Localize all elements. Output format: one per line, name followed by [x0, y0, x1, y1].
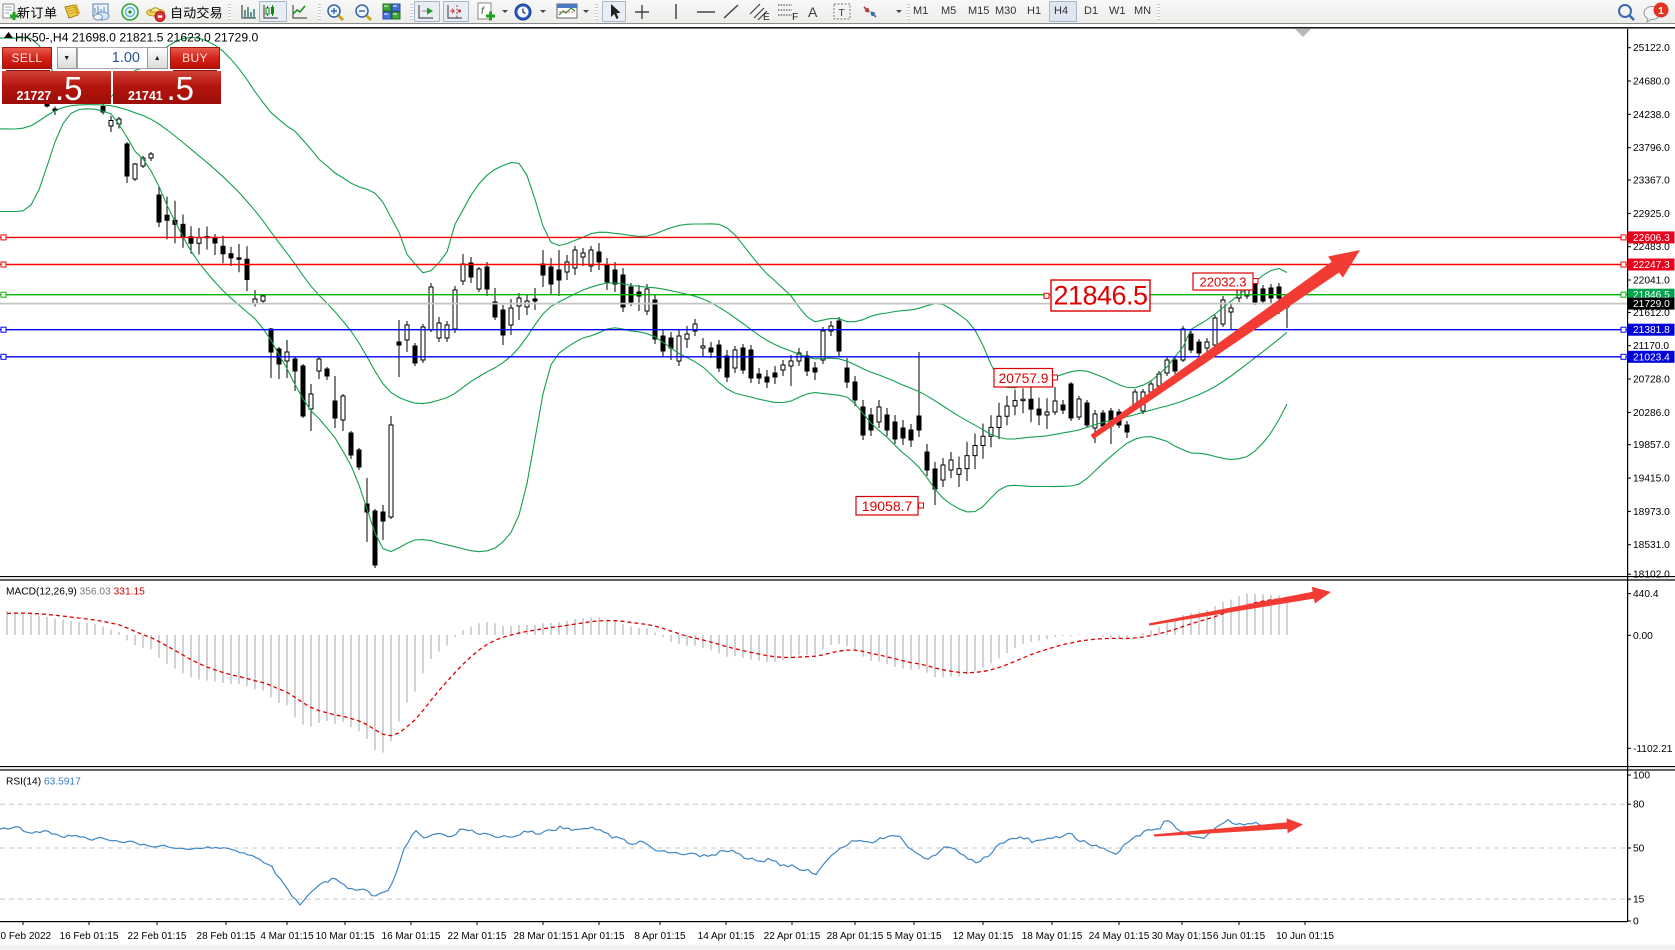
- svg-text:50: 50: [1633, 844, 1645, 855]
- svg-text:RSI(14) 63.5917: RSI(14) 63.5917: [6, 777, 81, 788]
- svg-text:22 Mar 01:15: 22 Mar 01:15: [448, 931, 507, 942]
- svg-text:24238.0: 24238.0: [1633, 110, 1670, 121]
- svg-text:10 Jun 01:15: 10 Jun 01:15: [1276, 931, 1334, 942]
- svg-text:22 Feb 01:15: 22 Feb 01:15: [128, 931, 187, 942]
- svg-text:22 Apr 01:15: 22 Apr 01:15: [764, 931, 821, 942]
- svg-text:4 Mar 01:15: 4 Mar 01:15: [260, 931, 314, 942]
- svg-text:10 Feb 2022: 10 Feb 2022: [0, 931, 52, 942]
- svg-text:HK50-,H4 21698.0 21821.5 2162: HK50-,H4 21698.0 21821.5 21623.0 21729.0: [15, 31, 258, 45]
- svg-text:18 May 01:15: 18 May 01:15: [1022, 931, 1083, 942]
- svg-text:22483.0: 22483.0: [1633, 242, 1670, 253]
- svg-text:16 Feb 01:15: 16 Feb 01:15: [60, 931, 119, 942]
- svg-text:18531.0: 18531.0: [1633, 540, 1670, 551]
- svg-text:21381.8: 21381.8: [1633, 325, 1670, 336]
- svg-text:MACD(12,26,9) 356.03 331.15: MACD(12,26,9) 356.03 331.15: [6, 587, 145, 598]
- svg-text:440.4: 440.4: [1633, 589, 1659, 600]
- svg-text:T: T: [839, 8, 845, 19]
- svg-text:19415.0: 19415.0: [1633, 474, 1670, 485]
- svg-text:22925.0: 22925.0: [1633, 209, 1670, 220]
- svg-text:22247.3: 22247.3: [1633, 260, 1670, 271]
- svg-text:20728.0: 20728.0: [1633, 375, 1670, 386]
- svg-text:28 Feb 01:15: 28 Feb 01:15: [197, 931, 256, 942]
- svg-text:19058.7: 19058.7: [862, 498, 913, 514]
- svg-text:24680.0: 24680.0: [1633, 77, 1670, 88]
- svg-text:25122.0: 25122.0: [1633, 43, 1670, 54]
- svg-text:100: 100: [1633, 771, 1650, 782]
- svg-text:6 Jun 01:15: 6 Jun 01:15: [1213, 931, 1266, 942]
- svg-text:22606.3: 22606.3: [1633, 233, 1670, 244]
- svg-text:F: F: [792, 12, 798, 22]
- svg-text:21846.5: 21846.5: [1053, 281, 1147, 311]
- svg-text:28 Apr 01:15: 28 Apr 01:15: [827, 931, 884, 942]
- svg-text:1: 1: [1658, 6, 1664, 17]
- svg-text:21846.5: 21846.5: [1633, 290, 1670, 301]
- svg-text:23367.0: 23367.0: [1633, 176, 1670, 187]
- svg-text:18973.0: 18973.0: [1633, 507, 1670, 518]
- svg-text:23796.0: 23796.0: [1633, 143, 1670, 154]
- svg-text:-1102.21: -1102.21: [1633, 744, 1673, 755]
- svg-text:15: 15: [1633, 895, 1645, 906]
- svg-text:16 Mar 01:15: 16 Mar 01:15: [382, 931, 441, 942]
- svg-text:18102.0: 18102.0: [1633, 570, 1670, 581]
- svg-text:21612.0: 21612.0: [1633, 308, 1670, 319]
- svg-text:0.00: 0.00: [1633, 631, 1653, 642]
- svg-text:E: E: [763, 12, 770, 22]
- svg-text:1 Apr 01:15: 1 Apr 01:15: [573, 931, 625, 942]
- svg-text:22032.3: 22032.3: [1200, 275, 1247, 290]
- svg-text:10 Mar 01:15: 10 Mar 01:15: [316, 931, 375, 942]
- svg-text:19857.0: 19857.0: [1633, 440, 1670, 451]
- svg-text:8 Apr 01:15: 8 Apr 01:15: [634, 931, 686, 942]
- svg-text:f: f: [481, 6, 485, 17]
- svg-text:24 May 01:15: 24 May 01:15: [1089, 931, 1150, 942]
- svg-text:80: 80: [1633, 800, 1645, 811]
- svg-text:14 Apr 01:15: 14 Apr 01:15: [698, 931, 755, 942]
- svg-text:21729.0: 21729.0: [1633, 299, 1670, 310]
- svg-text:22041.0: 22041.0: [1633, 276, 1670, 287]
- svg-text:0: 0: [1633, 917, 1639, 928]
- svg-text:12 May 01:15: 12 May 01:15: [953, 931, 1014, 942]
- svg-text:5 May 01:15: 5 May 01:15: [886, 931, 941, 942]
- svg-text:30 May 01:15: 30 May 01:15: [1152, 931, 1213, 942]
- svg-text:21170.0: 21170.0: [1633, 341, 1669, 352]
- svg-text:21023.4: 21023.4: [1633, 352, 1670, 363]
- svg-text:20286.0: 20286.0: [1633, 408, 1670, 419]
- svg-text:28 Mar 01:15: 28 Mar 01:15: [514, 931, 573, 942]
- svg-text:20757.9: 20757.9: [999, 371, 1049, 386]
